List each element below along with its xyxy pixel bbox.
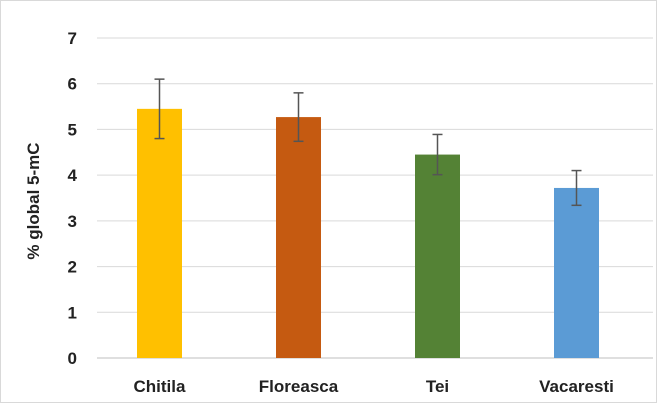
x-category-label: Chitila	[134, 377, 186, 396]
error-bar-floreasca	[293, 92, 304, 143]
bar-floreasca	[276, 117, 321, 358]
x-category-label: Tei	[426, 377, 449, 396]
y-tick-label: 4	[68, 166, 78, 185]
y-tick-label: 6	[68, 75, 77, 94]
bar-vacaresti	[554, 187, 599, 358]
gridlines	[97, 37, 653, 359]
y-tick-label: 3	[68, 212, 77, 231]
y-tick-label: 5	[68, 120, 77, 139]
y-axis-ticks: 0 1 2 3 4 5 6 7	[68, 29, 78, 368]
x-axis-categories: Chitila Floreasca Tei Vacaresti	[134, 377, 614, 396]
error-bar-tei	[432, 133, 443, 176]
y-axis-title: % global 5-mC	[24, 142, 43, 259]
y-tick-label: 2	[68, 258, 77, 277]
x-category-label: Floreasca	[259, 377, 339, 396]
y-tick-label: 7	[68, 29, 77, 48]
x-category-label: Vacaresti	[539, 377, 614, 396]
bar-chitila	[137, 108, 182, 358]
y-tick-label: 1	[68, 303, 77, 322]
y-tick-label: 0	[68, 349, 77, 368]
error-bars	[154, 78, 582, 207]
error-bar-chitila	[154, 78, 165, 140]
error-bar-vacaresti	[571, 169, 582, 207]
bar-tei	[415, 154, 460, 358]
bars	[137, 108, 599, 358]
